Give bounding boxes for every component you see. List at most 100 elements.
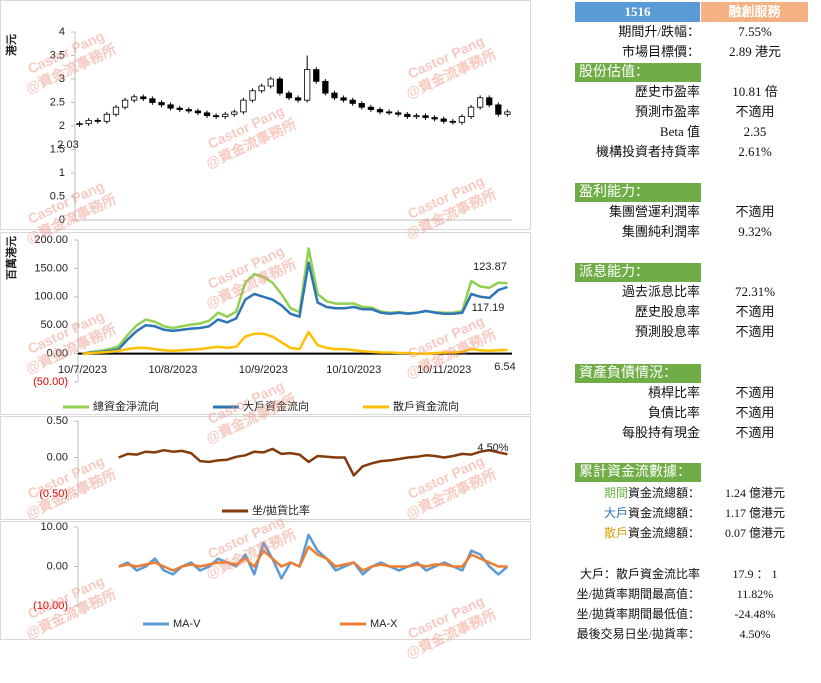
row-value: 不適用 (735, 324, 775, 339)
candle-body (495, 104, 502, 115)
watermark: Castor Pang@資金流事務所 (403, 452, 498, 521)
y-tick-label: (0.50) (39, 488, 68, 500)
row-value: 不適用 (735, 204, 775, 219)
candle-body (140, 96, 147, 100)
section-title: 累計資金流數據： (575, 463, 701, 482)
code-header: 1516 (575, 2, 700, 22)
candle-body (149, 98, 156, 103)
x-tick-label: 10/11/2023 (417, 364, 471, 376)
row-label: 大戶資金流總額： (500, 503, 700, 523)
candle-body (131, 96, 138, 101)
row-label: 市場目標價： (621, 44, 700, 59)
candle-body (413, 115, 420, 118)
y-axis-label: 百萬港元 (4, 236, 18, 280)
row-value: 4.50% (739, 627, 771, 641)
row-value: -24.48% (734, 607, 776, 621)
candle-body (121, 99, 129, 108)
chart-frame (0, 416, 531, 520)
section-title: 資產負債情況： (575, 364, 701, 383)
candle-body (449, 120, 456, 123)
candle-body (422, 115, 429, 118)
candle-body (222, 113, 229, 117)
candle-body (203, 112, 211, 117)
candle-body (458, 116, 466, 123)
candle-body (158, 102, 165, 106)
candle-body (440, 118, 447, 122)
row-value: 11.82% (736, 587, 774, 601)
y-tick-label: 50.00 (40, 319, 68, 331)
candle-body (313, 69, 320, 82)
annotation: 6.54 (494, 361, 515, 373)
candle-body (249, 90, 256, 101)
candle-body (194, 110, 202, 114)
y-axis-label: 港元 (4, 34, 18, 56)
y-tick-label: 1.5 (50, 143, 65, 155)
row-value: 9.32% (738, 224, 772, 239)
legend-label: 坐/拋貨比率 (252, 503, 310, 517)
candle-body (76, 123, 83, 126)
candle-body (276, 78, 283, 94)
row-label: 大戶：散戶資金流比率 (579, 567, 700, 581)
row-value: 7.55% (738, 24, 772, 39)
candle-body (231, 111, 238, 115)
x-tick-label: 10/9/2023 (239, 364, 288, 376)
row-label: 預測股息率 (634, 324, 700, 339)
annotation: 2.03 (57, 139, 78, 151)
candle-body (103, 113, 110, 122)
y-tick-label: 4 (59, 26, 65, 38)
row-value: 不適用 (735, 385, 775, 400)
y-tick-label: 100.00 (34, 291, 68, 303)
candle-body (212, 115, 220, 118)
row-value: 2.35 (743, 124, 767, 139)
row-label: 機構投資者持貨率 (595, 144, 700, 159)
candle-body (112, 106, 120, 115)
candle-body (486, 97, 493, 106)
section-title: 派息能力： (575, 263, 701, 282)
section-title: 盈利能力： (575, 183, 701, 202)
row-label: 歷史市盈率 (634, 84, 700, 99)
candle-body (340, 97, 347, 101)
row-label: 集團純利潤率 (621, 224, 700, 239)
annotation: 4.50% (477, 442, 508, 454)
y-tick-label: 10.00 (40, 521, 68, 533)
row-label: 負債比率 (647, 405, 700, 420)
row-label: 槓桿比率 (647, 385, 700, 400)
candle-body (322, 80, 329, 94)
candle-body (167, 104, 174, 109)
candle-body (258, 85, 265, 92)
series-line (82, 330, 508, 355)
x-tick-label: 10/8/2023 (148, 364, 197, 376)
row-label: 散戶資金流總額： (500, 523, 700, 543)
series-line (82, 261, 508, 355)
candle-body (367, 106, 375, 110)
candle-body (467, 106, 475, 117)
row-label: 最後交易日坐/拋貨率： (576, 627, 700, 641)
candle-body (176, 107, 183, 110)
y-tick-label: (50.00) (33, 376, 68, 388)
watermark: Castor Pang@資金流事務所 (23, 27, 118, 96)
watermark: Castor Pang@資金流事務所 (203, 102, 298, 171)
row-value: 不適用 (735, 304, 775, 319)
section-title: 股份估值： (575, 63, 701, 82)
candle-body (385, 111, 393, 114)
watermark: Castor Pang@資金流事務所 (403, 32, 498, 101)
row-label: 集團營運利潤率 (608, 204, 700, 219)
annotation: 117.19 (472, 302, 505, 314)
candle-body (504, 111, 511, 115)
row-value: 不適用 (735, 425, 775, 440)
series-line (118, 533, 509, 580)
flow-lead: 大戶 (603, 506, 628, 520)
y-tick-label: 0.50 (47, 415, 68, 427)
row-value: 不適用 (735, 405, 775, 420)
row-label: 每股持有現金 (621, 425, 700, 440)
watermark: Castor Pang@資金流事務所 (23, 572, 118, 641)
y-tick-label: 0.00 (47, 451, 68, 463)
row-value: 1.17 億港元 (724, 506, 785, 520)
annotation: 123.87 (473, 261, 507, 273)
y-tick-label: 150.00 (34, 262, 68, 274)
legend-label: 散戶資金流向 (393, 399, 459, 413)
legend-label: 大戶資金流向 (243, 399, 309, 413)
candle-body (85, 119, 92, 125)
y-tick-label: 2 (59, 120, 65, 132)
candle-body (285, 92, 293, 99)
